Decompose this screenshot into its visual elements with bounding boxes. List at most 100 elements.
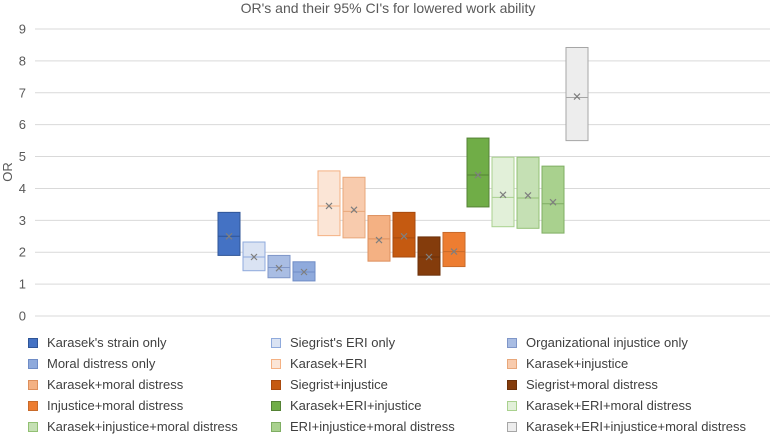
- chart-title: OR's and their 95% CI's for lowered work…: [241, 0, 536, 16]
- legend-swatch: [507, 358, 517, 369]
- legend-item: Karasek+ERI+injustice: [271, 396, 507, 415]
- legend-swatch: [28, 400, 38, 411]
- y-tick-label: 1: [19, 277, 26, 292]
- legend-item: Karasek+ERI: [271, 354, 507, 373]
- legend-label: Organizational injustice only: [526, 335, 688, 350]
- legend-swatch: [271, 358, 281, 369]
- y-tick-label: 4: [19, 181, 26, 196]
- mean-marker: [573, 93, 581, 101]
- box-9: [417, 236, 441, 276]
- legend-label: Siegrist+moral distress: [526, 377, 658, 392]
- y-axis-ticks: 0 1 2 3 4 5 6 7 8 9: [19, 22, 26, 324]
- legend: Karasek's strain only Siegrist's ERI only…: [28, 333, 768, 436]
- ci-box: [516, 156, 540, 229]
- ci-box: [392, 211, 416, 258]
- legend-label: Karasek+ERI+moral distress: [526, 398, 692, 413]
- legend-item: Siegrist's ERI only: [271, 333, 507, 352]
- mean-marker: [450, 248, 458, 256]
- y-tick-label: 7: [19, 85, 26, 100]
- legend-swatch: [28, 379, 38, 390]
- y-tick-label: 2: [19, 245, 26, 260]
- mean-marker: [225, 232, 233, 240]
- mean-marker: [250, 253, 258, 261]
- plot-area: [217, 46, 589, 282]
- box-4: [292, 261, 316, 282]
- box-5: [317, 170, 341, 237]
- mean-marker: [499, 191, 507, 199]
- ci-box: [442, 231, 466, 268]
- gridlines: [35, 28, 770, 317]
- legend-swatch: [271, 379, 281, 390]
- box-1: [217, 211, 241, 256]
- legend-swatch: [271, 337, 281, 348]
- y-tick-label: 0: [19, 309, 26, 324]
- box-6: [342, 176, 366, 239]
- mean-marker: [350, 206, 358, 214]
- mean-marker: [325, 202, 333, 210]
- legend-label: Siegrist+injustice: [290, 377, 388, 392]
- ci-box: [466, 137, 490, 208]
- legend-item: Siegrist+injustice: [271, 375, 507, 394]
- mean-marker: [300, 268, 308, 276]
- legend-item: Karasek+moral distress: [28, 375, 271, 394]
- ci-box: [417, 236, 441, 276]
- legend-swatch: [271, 400, 281, 411]
- legend-item: Karasek+injustice: [507, 354, 767, 373]
- mean-marker: [400, 232, 408, 240]
- box-8: [392, 211, 416, 258]
- mean-marker: [524, 192, 532, 199]
- box-2: [242, 241, 266, 272]
- legend-swatch: [271, 421, 281, 432]
- legend-item: Moral distress only: [28, 354, 271, 373]
- ci-box: [317, 170, 341, 237]
- legend-label: Karasek+moral distress: [47, 377, 184, 392]
- y-tick-label: 5: [19, 149, 26, 164]
- legend-label: Karasek+injustice: [526, 356, 629, 371]
- legend-swatch: [28, 337, 38, 348]
- legend-swatch: [507, 337, 517, 348]
- ci-box: [565, 46, 589, 142]
- y-tick-label: 3: [19, 213, 26, 228]
- legend-swatch: [28, 421, 38, 432]
- box-14: [541, 165, 565, 234]
- mean-marker: [275, 264, 283, 272]
- legend-item: Karasek's strain only: [28, 333, 271, 352]
- box-13: [516, 156, 540, 229]
- legend-swatch: [507, 400, 517, 411]
- legend-label: ERI+injustice+moral distress: [290, 419, 455, 434]
- legend-item: Karasek+injustice+moral distress: [28, 417, 271, 436]
- ci-box: [267, 254, 291, 279]
- legend-swatch: [507, 379, 517, 390]
- mean-marker: [375, 236, 383, 244]
- legend-label: Karasek+ERI: [290, 356, 367, 371]
- legend-item: Siegrist+moral distress: [507, 375, 767, 394]
- box-7: [367, 215, 391, 262]
- legend-label: Karasek+ERI+injustice+moral distress: [526, 419, 747, 434]
- ci-box: [217, 211, 241, 256]
- mean-marker: [474, 171, 482, 179]
- legend-label: Karasek+injustice+moral distress: [47, 419, 238, 434]
- legend-item: Karasek+ERI+injustice+moral distress: [507, 417, 767, 436]
- box-12: [491, 156, 515, 228]
- box-15: [565, 46, 589, 142]
- legend-label: Siegrist's ERI only: [290, 335, 396, 350]
- box-10: [442, 231, 466, 268]
- ci-box: [491, 156, 515, 228]
- ci-box: [342, 176, 366, 239]
- box-3: [267, 254, 291, 279]
- legend-label: Karasek+ERI+injustice: [290, 398, 422, 413]
- legend-label: Karasek's strain only: [47, 335, 167, 350]
- mean-marker: [425, 253, 433, 261]
- y-tick-label: 9: [19, 22, 26, 37]
- legend-item: Organizational injustice only: [507, 333, 767, 352]
- legend-label: Moral distress only: [47, 356, 156, 371]
- legend-item: Karasek+ERI+moral distress: [507, 396, 767, 415]
- y-axis-label: OR: [0, 162, 15, 182]
- legend-label: Injustice+moral distress: [47, 398, 184, 413]
- y-tick-label: 8: [19, 53, 26, 68]
- ci-box: [541, 165, 565, 234]
- mean-marker: [549, 198, 557, 206]
- legend-item: Injustice+moral distress: [28, 396, 271, 415]
- legend-swatch: [28, 358, 38, 369]
